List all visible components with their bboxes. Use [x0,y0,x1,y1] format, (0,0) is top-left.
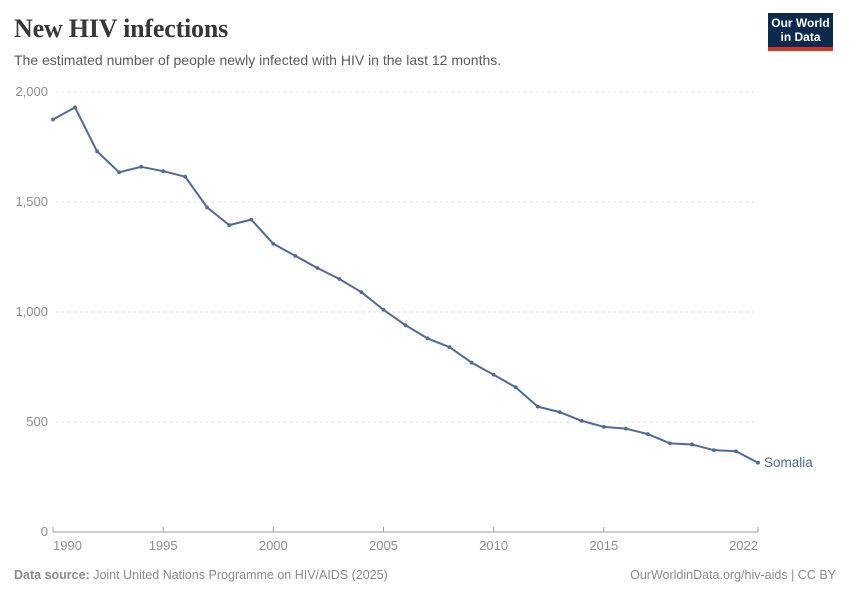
data-point [249,217,254,222]
data-point [359,290,364,295]
data-point [535,404,540,409]
data-source-text: Joint United Nations Programme on HIV/AI… [89,568,388,582]
x-tick-label: 2005 [369,538,398,553]
data-point [690,442,694,447]
x-tick-label: 2015 [589,538,618,553]
data-point [557,410,562,414]
data-point [623,426,628,431]
data-point [227,223,232,228]
x-tick-label: 2010 [479,538,508,553]
data-point [337,277,342,281]
data-point [205,205,210,210]
data-point [425,336,430,341]
data-point [183,174,188,179]
data-source-note: Data source: Joint United Nations Progra… [14,568,388,582]
data-point [315,266,320,270]
data-point [734,449,738,454]
data-point [601,424,606,429]
x-tick-label: 1990 [53,538,82,553]
y-tick-label: 0 [41,524,48,539]
series-line [52,106,759,464]
x-tick-label: 1995 [149,538,178,553]
data-point [469,360,474,365]
data-point [139,164,144,169]
owid-logo-line2: in Data [780,30,821,44]
data-point [667,441,672,446]
data-point [756,460,760,465]
data-point [712,448,716,453]
owid-logo: Our World in Data [768,13,833,51]
data-point [51,117,55,122]
y-tick-label: 1,500 [15,194,48,209]
y-tick-label: 1,000 [15,304,48,319]
data-point [271,241,276,246]
data-point [579,419,584,423]
data-point [73,105,77,110]
data-point [117,170,121,175]
attribution-link: OurWorldinData.org/hiv-aids | CC BY [630,568,836,582]
data-point [491,372,496,377]
x-tick-label: 2022 [729,538,758,553]
y-tick-label: 2,000 [15,84,48,99]
y-tick-label: 500 [26,414,48,429]
data-point [381,307,386,312]
owid-logo-line1: Our World [771,16,830,30]
chart-footer: Data source: Joint United Nations Progra… [14,568,836,582]
data-source-label: Data source: [14,568,90,582]
data-point [161,169,166,174]
x-tick-label: 2000 [259,538,288,553]
data-point [513,385,518,390]
chart-subtitle: The estimated number of people newly inf… [14,52,502,68]
data-point [293,254,298,258]
chart-title: New HIV infections [14,14,229,43]
data-point [447,345,452,350]
data-point [645,432,650,436]
data-point [95,149,99,154]
series-end-label: Somalia [764,455,813,470]
data-point [403,323,408,328]
